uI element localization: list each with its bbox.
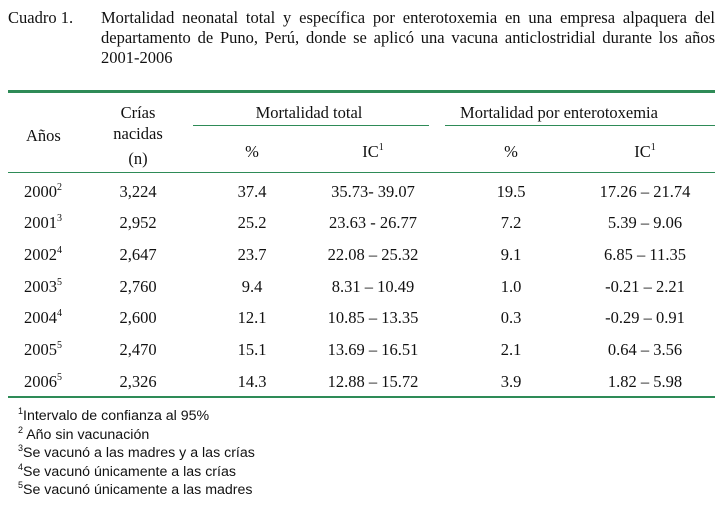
- cell-total-pct: 15.1: [237, 340, 267, 359]
- header-births-line3: (n): [128, 149, 148, 168]
- header-total-pct: %: [245, 142, 259, 161]
- cell-total-ci: 8.31 – 10.49: [331, 277, 415, 296]
- cell-year: 20035: [24, 277, 62, 296]
- cell-entero-pct: 19.5: [496, 182, 526, 201]
- cell-total-ci: 22.08 – 25.32: [327, 245, 419, 264]
- cell-births: 2,470: [119, 340, 157, 359]
- cell-total-pct: 12.1: [237, 308, 267, 327]
- footnote: 2 Año sin vacunación: [18, 424, 150, 443]
- cell-entero-pct: 7.2: [500, 213, 522, 232]
- cell-births: 2,760: [119, 277, 157, 296]
- header-births-line2: nacidas: [113, 124, 163, 143]
- cell-total-pct: 25.2: [237, 213, 267, 232]
- cell-entero-pct: 1.0: [500, 277, 522, 296]
- cell-total-ci: 13.69 – 16.51: [327, 340, 419, 359]
- footnote: 4Se vacunó únicamente a las crías: [18, 461, 236, 480]
- cell-births: 2,647: [119, 245, 157, 264]
- header-total-mortality: Mortalidad total: [255, 103, 363, 122]
- header-years: Años: [26, 126, 61, 145]
- cell-year: 20024: [24, 245, 62, 264]
- cell-entero-pct: 0.3: [500, 308, 522, 327]
- cell-entero-ci: -0.21 – 2.21: [605, 277, 685, 296]
- cell-total-ci: 23.63 - 26.77: [329, 213, 417, 232]
- header-entero-ci: IC1: [634, 142, 656, 161]
- caption-text: Mortalidad neonatal total y específica p…: [101, 8, 715, 67]
- cell-births: 3,224: [119, 182, 157, 201]
- cell-births: 2,600: [119, 308, 157, 327]
- cell-year: 20055: [24, 340, 62, 359]
- cell-entero-ci: 17.26 – 21.74: [599, 182, 691, 201]
- footnote: 5Se vacunó únicamente a las madres: [18, 480, 253, 498]
- header-bottom-rule: [8, 172, 715, 173]
- cell-total-ci: 35.73- 39.07: [331, 182, 415, 201]
- cell-year: 20044: [24, 308, 62, 327]
- cell-year: 20002: [24, 182, 62, 201]
- cell-total-pct: 9.4: [241, 277, 263, 296]
- entero-group-rule: [445, 125, 715, 126]
- cell-entero-ci: 5.39 – 9.06: [607, 213, 683, 232]
- cell-entero-ci: 0.64 – 3.56: [607, 340, 683, 359]
- cell-entero-ci: 1.82 – 5.98: [607, 372, 683, 391]
- footnotes: 1Intervalo de confianza al 95% 2 Año sin…: [18, 406, 255, 501]
- table-top-rule: [8, 90, 715, 93]
- footnote: 1Intervalo de confianza al 95%: [18, 406, 210, 424]
- cell-total-pct: 23.7: [237, 245, 267, 264]
- cell-births: 2,952: [119, 213, 157, 232]
- footnote: 3Se vacunó a las madres y a las crías: [18, 443, 255, 461]
- cell-total-pct: 37.4: [237, 182, 267, 201]
- header-enterotoxemia-mortality: Mortalidad por enterotoxemia: [460, 103, 658, 122]
- cell-entero-ci: 6.85 – 11.35: [604, 245, 686, 264]
- cell-entero-pct: 2.1: [500, 340, 522, 359]
- cell-total-ci: 12.88 – 15.72: [327, 372, 419, 391]
- cell-entero-pct: 9.1: [500, 245, 522, 264]
- cell-entero-pct: 3.9: [500, 372, 522, 391]
- caption-label: Cuadro 1.: [8, 8, 74, 27]
- cell-year: 20013: [24, 213, 62, 232]
- table-bottom-rule: [8, 396, 715, 398]
- header-births-line1: Crías: [120, 103, 156, 122]
- total-group-rule: [193, 125, 429, 126]
- cell-year: 20065: [24, 372, 62, 391]
- header-total-ci: IC1: [362, 142, 384, 161]
- cell-births: 2,326: [119, 372, 157, 391]
- cell-total-pct: 14.3: [237, 372, 267, 391]
- cell-total-ci: 10.85 – 13.35: [327, 308, 419, 327]
- header-entero-pct: %: [504, 142, 518, 161]
- cell-entero-ci: -0.29 – 0.91: [605, 308, 685, 327]
